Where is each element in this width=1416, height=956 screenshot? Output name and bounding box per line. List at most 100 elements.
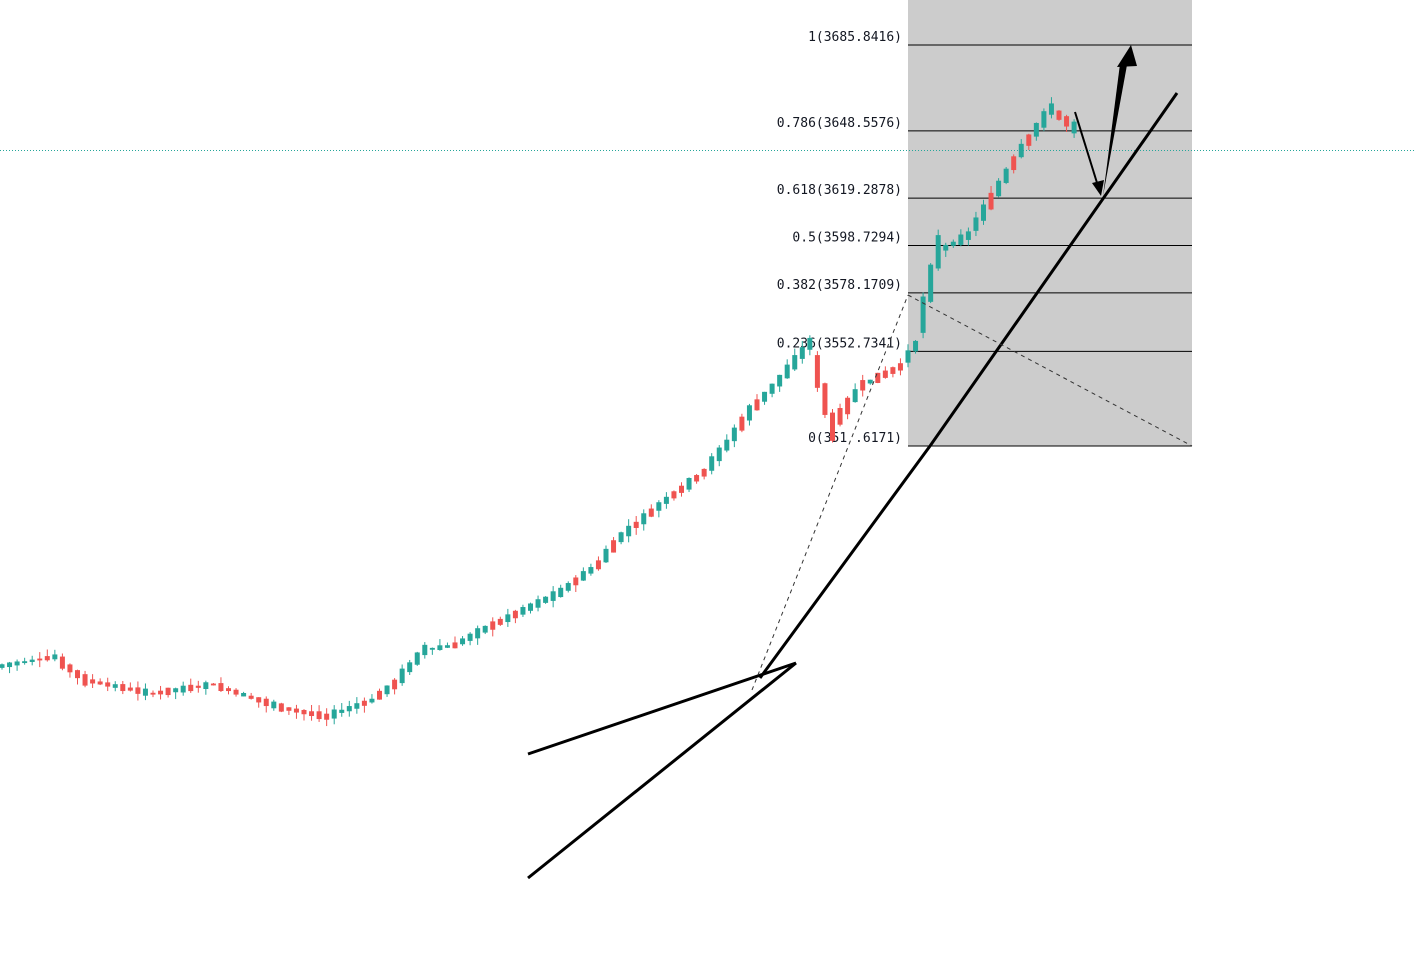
candle	[913, 340, 919, 354]
candle	[965, 227, 971, 246]
candle	[497, 616, 503, 626]
candle	[210, 683, 216, 686]
candle	[505, 608, 511, 627]
projection-arrow-head	[1117, 45, 1137, 67]
candle	[180, 681, 186, 696]
candle	[958, 229, 964, 247]
candle	[241, 691, 247, 697]
candle	[399, 664, 405, 686]
candle	[97, 678, 103, 686]
candle	[52, 649, 58, 662]
candle	[950, 239, 956, 248]
candle	[792, 348, 798, 372]
candle	[739, 413, 745, 433]
candle	[369, 694, 375, 704]
candle	[784, 359, 790, 379]
candle	[407, 659, 413, 675]
candle	[1003, 167, 1009, 185]
candle	[928, 263, 934, 304]
fib-level-label: 0.618(3619.2878)	[777, 183, 902, 198]
candle	[150, 690, 156, 698]
candle	[475, 625, 481, 645]
candle	[0, 663, 5, 670]
candle	[142, 683, 148, 701]
candle	[709, 453, 715, 475]
candle	[112, 681, 118, 692]
candle	[512, 609, 518, 624]
candle	[671, 490, 677, 501]
candle	[384, 685, 390, 697]
candle	[233, 688, 239, 697]
candle	[1048, 97, 1054, 119]
candle	[852, 383, 858, 403]
candle	[437, 639, 443, 651]
candle	[981, 199, 986, 225]
fib-zone-layer	[908, 0, 1192, 446]
candle	[248, 692, 254, 700]
candle	[203, 680, 209, 695]
candle	[331, 705, 337, 725]
candle	[414, 651, 420, 666]
candle	[973, 211, 979, 237]
projection-arrow-shaft	[1103, 64, 1127, 196]
candle	[520, 604, 526, 617]
candle	[218, 677, 224, 693]
candle	[769, 383, 775, 398]
candle	[724, 434, 730, 453]
candle	[135, 681, 141, 701]
candle	[543, 596, 549, 604]
candle	[762, 391, 768, 405]
candle	[611, 537, 617, 553]
candle	[860, 374, 866, 397]
candle	[716, 445, 722, 467]
candle	[648, 504, 654, 518]
candle	[361, 697, 367, 713]
candle	[694, 474, 700, 484]
candle	[7, 661, 13, 674]
candle	[188, 678, 194, 693]
candle	[701, 468, 707, 480]
candle	[263, 696, 269, 713]
candle	[1026, 133, 1032, 150]
candle	[75, 669, 80, 685]
candle	[528, 602, 533, 614]
candle	[663, 492, 669, 509]
candle	[845, 396, 851, 420]
candle	[535, 595, 541, 612]
candle	[603, 545, 609, 563]
candle	[339, 703, 345, 717]
candle	[460, 636, 466, 646]
candle	[90, 674, 96, 688]
candle	[830, 409, 835, 443]
candle	[256, 697, 262, 708]
candle	[316, 705, 322, 722]
candlestick-series	[0, 97, 1077, 727]
candle	[588, 563, 594, 576]
candle	[679, 482, 684, 497]
wedge-upper-line	[527, 661, 797, 756]
candle	[1056, 110, 1062, 121]
candle	[67, 663, 73, 678]
candle	[580, 567, 586, 581]
candle	[814, 351, 820, 392]
candle	[82, 670, 88, 688]
candle	[807, 335, 813, 356]
candle	[195, 680, 201, 693]
candle	[429, 647, 435, 655]
wedge-lower-line	[527, 661, 797, 880]
candle	[746, 403, 752, 426]
candle	[875, 372, 881, 384]
candle	[754, 394, 760, 411]
candle	[44, 649, 50, 662]
candle	[595, 556, 601, 571]
candle	[422, 642, 428, 659]
candle	[618, 531, 624, 545]
candle	[731, 424, 737, 448]
candle	[165, 687, 171, 698]
candle	[626, 519, 632, 543]
candle	[37, 652, 43, 668]
candle	[641, 509, 647, 531]
candle	[226, 686, 231, 695]
